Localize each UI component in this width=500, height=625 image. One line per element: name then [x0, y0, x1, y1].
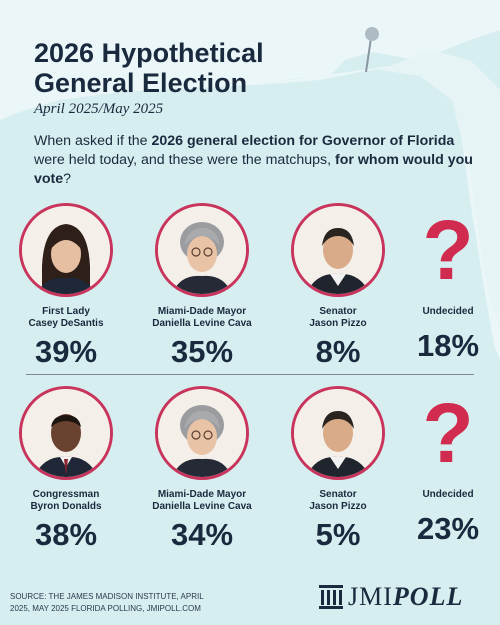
- percent-label: 39%: [34, 334, 98, 369]
- candidate-card: Senator Jason Pizzo 5%: [278, 386, 398, 552]
- columns-icon: [319, 585, 343, 609]
- percent-label: 35%: [170, 334, 234, 369]
- survey-question: When asked if the 2026 general election …: [34, 133, 473, 187]
- candidate-name: Casey DeSantis: [28, 318, 104, 329]
- candidate-title: Senator: [319, 306, 357, 317]
- candidate-card: First Lady Casey DeSantis 39%: [6, 203, 126, 369]
- survey-dates: April 2025/May 2025: [34, 101, 164, 117]
- question-mark-icon: ?: [422, 386, 474, 480]
- percent-label: 8%: [315, 334, 361, 369]
- candidate-name: Jason Pizzo: [309, 318, 367, 329]
- portrait-daniella-levine-cava: [155, 386, 249, 480]
- row-divider: [26, 374, 474, 375]
- candidate-title: Miami-Dade Mayor: [157, 306, 247, 317]
- portrait-jason-pizzo: [291, 203, 385, 297]
- portrait-daniella-levine-cava: [155, 203, 249, 297]
- question-mark-icon: ?: [422, 203, 474, 297]
- candidate-name: Jason Pizzo: [309, 501, 367, 512]
- candidate-name: Daniella Levine Cava: [152, 318, 252, 329]
- source-note: SOURCE: THE JAMES MADISON INSTITUTE, APR…: [10, 592, 204, 613]
- portrait-casey-desantis: [19, 203, 113, 297]
- title-line-1: 2026 Hypothetical: [34, 38, 264, 68]
- percent-label: 23%: [416, 511, 480, 546]
- percent-label: 5%: [315, 517, 361, 552]
- percent-label: 38%: [34, 517, 98, 552]
- matchup-row-1: First Lady Casey DeSantis 39% Miami-Dade …: [0, 203, 500, 373]
- percent-label: 34%: [170, 517, 234, 552]
- candidate-name: Undecided: [422, 489, 474, 500]
- candidate-name: Undecided: [422, 306, 474, 317]
- candidate-title: Miami-Dade Mayor: [157, 489, 247, 500]
- candidate-card: Miami-Dade Mayor Daniella Levine Cava 34%: [142, 386, 262, 552]
- candidate-title: First Lady: [42, 306, 90, 317]
- portrait-jason-pizzo: [291, 386, 385, 480]
- candidate-title: Congressman: [32, 489, 100, 500]
- portrait-byron-donalds: [19, 386, 113, 480]
- candidate-card: Senator Jason Pizzo 8%: [278, 203, 398, 369]
- candidate-card: Congressman Byron Donalds 38%: [6, 386, 126, 552]
- percent-label: 18%: [416, 328, 480, 363]
- matchup-row-2: Congressman Byron Donalds 38% Miami-Dade …: [0, 386, 500, 556]
- page-title: 2026 Hypothetical General Election: [34, 38, 264, 98]
- title-line-2: General Election: [34, 68, 248, 98]
- candidate-card: ? Undecided 23%: [388, 386, 500, 546]
- candidate-name: Byron Donalds: [30, 501, 102, 512]
- candidate-card: Miami-Dade Mayor Daniella Levine Cava 35%: [142, 203, 262, 369]
- candidate-title: Senator: [319, 489, 357, 500]
- florida-map-shape: [0, 0, 500, 360]
- candidate-name: Daniella Levine Cava: [152, 501, 252, 512]
- map-pin-icon: [365, 27, 379, 73]
- candidate-card: ? Undecided 18%: [388, 203, 500, 363]
